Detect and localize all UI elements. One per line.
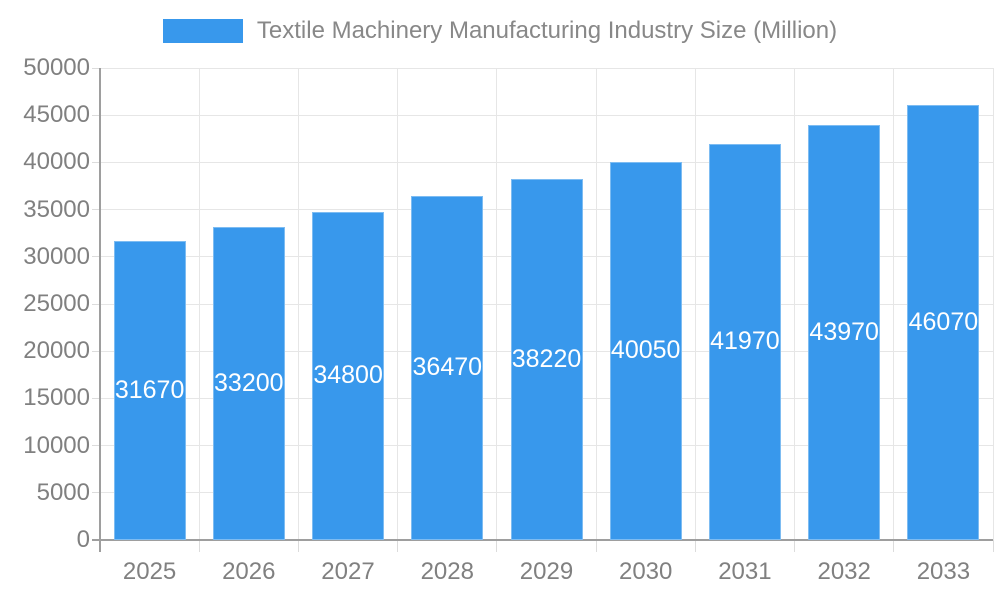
bar: 34800 [312,211,385,540]
x-tick [595,540,597,552]
legend-label: Textile Machinery Manufacturing Industry… [256,17,838,44]
bar-value-label: 38220 [511,345,582,374]
bar: 36470 [411,195,484,540]
bar: 31670 [113,241,186,540]
y-tick [92,397,100,399]
y-tick [92,350,100,352]
bar: 43970 [808,124,881,540]
y-gridline [100,161,993,163]
x-tick [992,540,994,552]
y-axis-line [99,68,101,552]
x-axis-label: 2033 [916,558,971,585]
y-gridline [100,114,993,116]
bar-value-label: 41970 [710,327,780,356]
bar: 38220 [510,179,583,540]
x-tick [694,540,696,552]
x-gridline [198,68,200,540]
bar: 46070 [907,105,980,540]
y-axis-label: 35000 [23,195,90,223]
x-axis-label: 2029 [519,558,574,585]
y-tick [92,161,100,163]
bar: 41970 [708,143,781,540]
x-axis-line [92,539,993,541]
x-axis-label: 2025 [122,558,177,585]
x-gridline [496,68,498,540]
y-tick [92,256,100,258]
x-axis-label: 2028 [420,558,474,585]
y-axis-label: 25000 [23,290,90,317]
bar-value-label: 33200 [214,368,284,397]
x-tick [496,540,498,552]
x-axis-label: 2031 [718,558,772,585]
y-axis-label: 30000 [23,242,90,270]
x-tick [297,540,299,552]
x-gridline [397,68,399,540]
y-axis-label: 0 [76,526,90,553]
y-gridline [100,67,993,69]
y-axis-label: 40000 [23,148,90,176]
bar-value-label: 31670 [114,376,185,404]
x-axis-label: 2026 [222,558,276,585]
y-tick [92,209,100,211]
bar: 40050 [609,161,682,540]
x-tick [198,540,200,552]
bar-value-label: 43970 [809,317,879,346]
legend-item[interactable]: Textile Machinery Manufacturing Industry… [162,17,838,45]
x-axis-label: 2032 [817,558,871,585]
y-tick [92,445,100,447]
y-axis-label: 45000 [23,101,90,129]
y-axis-label: 10000 [23,431,90,459]
x-gridline [297,68,299,540]
y-tick [92,67,100,69]
chart-legend: Textile Machinery Manufacturing Industry… [0,17,1000,45]
y-axis-label: 50000 [23,54,90,81]
y-tick [92,114,100,116]
legend-swatch [162,19,243,43]
x-gridline [893,68,895,540]
x-gridline [595,68,597,540]
bar-value-label: 34800 [313,361,383,390]
bar-value-label: 36470 [412,353,483,382]
y-axis-label: 5000 [36,478,90,506]
bar: 33200 [212,226,285,540]
x-tick [397,540,399,552]
bar-value-label: 46070 [908,308,979,337]
y-tick [92,492,100,494]
y-tick [92,303,100,305]
bar-value-label: 40050 [610,336,681,365]
x-axis-label: 2030 [618,558,673,585]
x-gridline [794,68,796,540]
x-gridline [992,68,994,540]
y-axis-label: 20000 [23,337,90,365]
x-gridline [694,68,696,540]
x-axis-label: 2027 [321,558,375,585]
x-tick [794,540,796,552]
x-tick [893,540,895,552]
y-axis-label: 15000 [23,384,90,412]
